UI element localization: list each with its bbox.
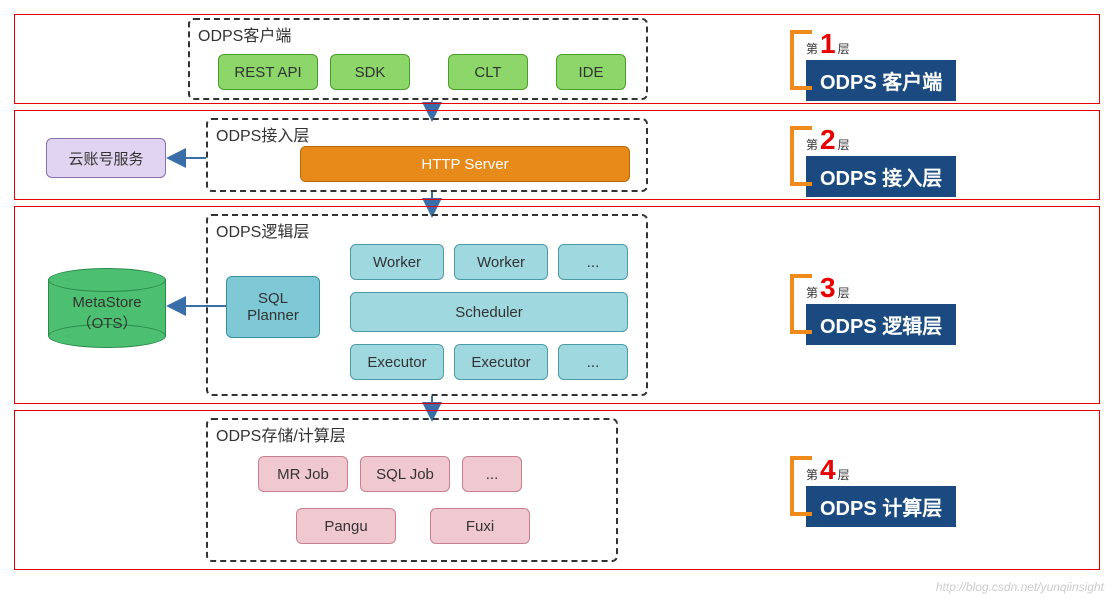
dashed-label: ODPS客户端 <box>198 22 291 46</box>
badge-title: ODPS 逻辑层 <box>806 304 956 345</box>
node-2-2: Worker <box>454 244 548 280</box>
node-3-1: SQL Job <box>360 456 450 492</box>
node-0-1: SDK <box>330 54 410 90</box>
node-3-0: MR Job <box>258 456 348 492</box>
node-3-3: Pangu <box>296 508 396 544</box>
node-2-7: ... <box>558 344 628 380</box>
watermark: http://blog.csdn.net/yunqiinsight <box>936 580 1104 594</box>
node-2-0: SQLPlanner <box>226 276 320 338</box>
layer-badge-0: 第1层ODPS 客户端 <box>790 30 956 101</box>
node-1-0: HTTP Server <box>300 146 630 182</box>
dashed-label: ODPS存储/计算层 <box>216 422 346 446</box>
badge-title: ODPS 接入层 <box>806 156 956 197</box>
layer-badge-1: 第2层ODPS 接入层 <box>790 126 956 197</box>
node-2-1: Worker <box>350 244 444 280</box>
node-2-4: Scheduler <box>350 292 628 332</box>
layer-badge-3: 第4层ODPS 计算层 <box>790 456 956 527</box>
dashed-label: ODPS逻辑层 <box>216 218 309 242</box>
node-2-5: Executor <box>350 344 444 380</box>
node-3-2: ... <box>462 456 522 492</box>
side-node-1-0: 云账号服务 <box>46 138 166 178</box>
badge-title: ODPS 客户端 <box>806 60 956 101</box>
node-2-3: ... <box>558 244 628 280</box>
node-0-0: REST API <box>218 54 318 90</box>
node-3-4: Fuxi <box>430 508 530 544</box>
badge-title: ODPS 计算层 <box>806 486 956 527</box>
cylinder-metastore: MetaStore（OTS） <box>48 268 166 348</box>
node-0-2: CLT <box>448 54 528 90</box>
node-0-3: IDE <box>556 54 626 90</box>
node-2-6: Executor <box>454 344 548 380</box>
layer-badge-2: 第3层ODPS 逻辑层 <box>790 274 956 345</box>
dashed-label: ODPS接入层 <box>216 122 309 146</box>
